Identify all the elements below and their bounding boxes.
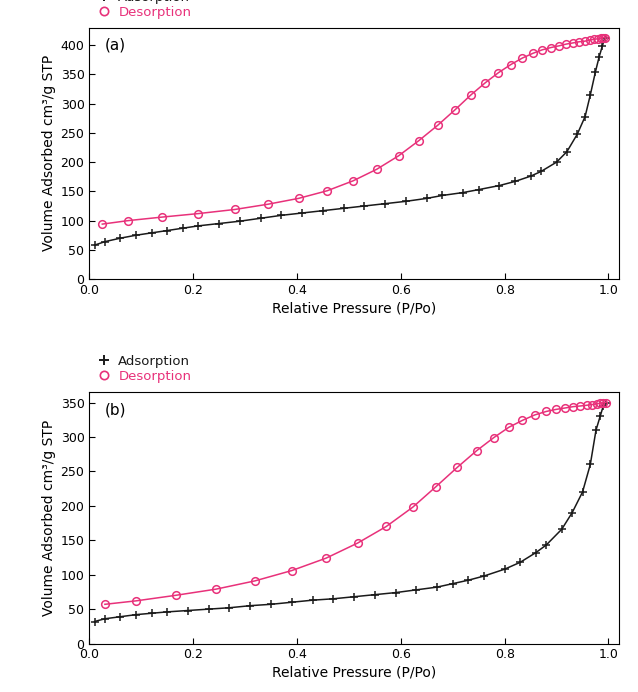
Legend: Adsorption, Desorption: Adsorption, Desorption — [96, 0, 191, 19]
Text: (a): (a) — [105, 38, 126, 53]
Y-axis label: Volume Adsorbed cm³/g STP: Volume Adsorbed cm³/g STP — [42, 420, 56, 616]
X-axis label: Relative Pressure (P/Po): Relative Pressure (P/Po) — [272, 301, 436, 315]
Text: (b): (b) — [105, 402, 127, 417]
X-axis label: Relative Pressure (P/Po): Relative Pressure (P/Po) — [272, 666, 436, 680]
Legend: Adsorption, Desorption: Adsorption, Desorption — [96, 355, 191, 383]
Y-axis label: Volume Adsorbed cm³/g STP: Volume Adsorbed cm³/g STP — [42, 55, 56, 251]
